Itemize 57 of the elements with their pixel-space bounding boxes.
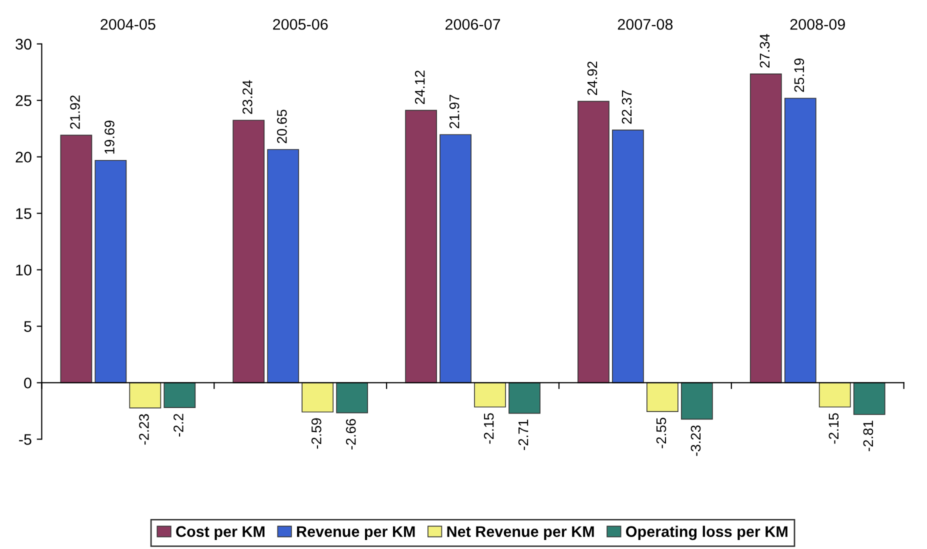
x-tick-label: 2006-07 bbox=[446, 18, 500, 30]
bar bbox=[818, 382, 851, 408]
legend-label: Revenue per KM bbox=[297, 526, 415, 540]
bar bbox=[508, 382, 540, 414]
bar bbox=[94, 160, 127, 384]
bar bbox=[474, 382, 506, 408]
data-label: 27.34 bbox=[760, 34, 770, 68]
y-tick-label: 5 bbox=[24, 321, 32, 332]
data-label: -2.15 bbox=[828, 413, 839, 444]
data-label: 21.97 bbox=[449, 94, 460, 128]
data-label: 19.69 bbox=[104, 120, 114, 154]
y-tick-label: 15 bbox=[16, 208, 32, 220]
data-label: -2.23 bbox=[139, 414, 149, 445]
bar bbox=[578, 100, 610, 384]
y-tick-label: 20 bbox=[16, 152, 32, 163]
legend-label: Net Revenue per KM bbox=[447, 526, 594, 540]
bar bbox=[129, 382, 162, 408]
x-tick-label: 2007-08 bbox=[618, 18, 673, 30]
bar bbox=[612, 130, 644, 384]
data-label: -2.55 bbox=[656, 418, 666, 448]
bar bbox=[60, 134, 92, 384]
data-label: 23.24 bbox=[242, 80, 252, 114]
data-label: -2.15 bbox=[484, 413, 494, 444]
x-tick-label: 2005-06 bbox=[273, 18, 328, 30]
bar bbox=[440, 134, 472, 384]
data-label: -2.66 bbox=[346, 419, 356, 450]
data-label: 25.19 bbox=[794, 58, 804, 92]
data-label: 21.92 bbox=[70, 95, 80, 129]
data-label: -2.2 bbox=[174, 414, 184, 437]
bar bbox=[405, 110, 437, 384]
bar bbox=[680, 382, 713, 420]
x-tick-label: 2008-09 bbox=[790, 18, 845, 30]
bar bbox=[646, 382, 678, 412]
y-tick-label: 10 bbox=[16, 264, 32, 276]
data-label: -2.59 bbox=[311, 418, 322, 449]
data-label: -3.23 bbox=[690, 425, 701, 456]
data-label: 24.92 bbox=[587, 62, 598, 95]
data-label: 20.65 bbox=[277, 110, 287, 144]
bar bbox=[302, 382, 334, 412]
data-label: -2.71 bbox=[518, 420, 528, 450]
bar bbox=[853, 382, 886, 415]
y-tick-label: 0 bbox=[24, 378, 32, 388]
data-label: 24.12 bbox=[414, 70, 425, 104]
bar bbox=[336, 382, 368, 414]
data-label: 22.37 bbox=[622, 90, 632, 124]
x-tick-label: 2004-05 bbox=[100, 18, 156, 30]
bar bbox=[232, 120, 265, 384]
bar bbox=[750, 74, 782, 384]
legend-label: Cost per KM bbox=[176, 526, 264, 540]
bar bbox=[267, 149, 300, 384]
y-tick-label: 30 bbox=[16, 38, 32, 50]
legend-label: Operating loss per KM bbox=[626, 526, 788, 540]
y-tick-label: -5 bbox=[19, 434, 32, 445]
bar bbox=[164, 382, 196, 408]
data-label: -2.81 bbox=[863, 420, 874, 452]
bar bbox=[784, 98, 816, 384]
y-tick-label: 25 bbox=[16, 95, 32, 106]
